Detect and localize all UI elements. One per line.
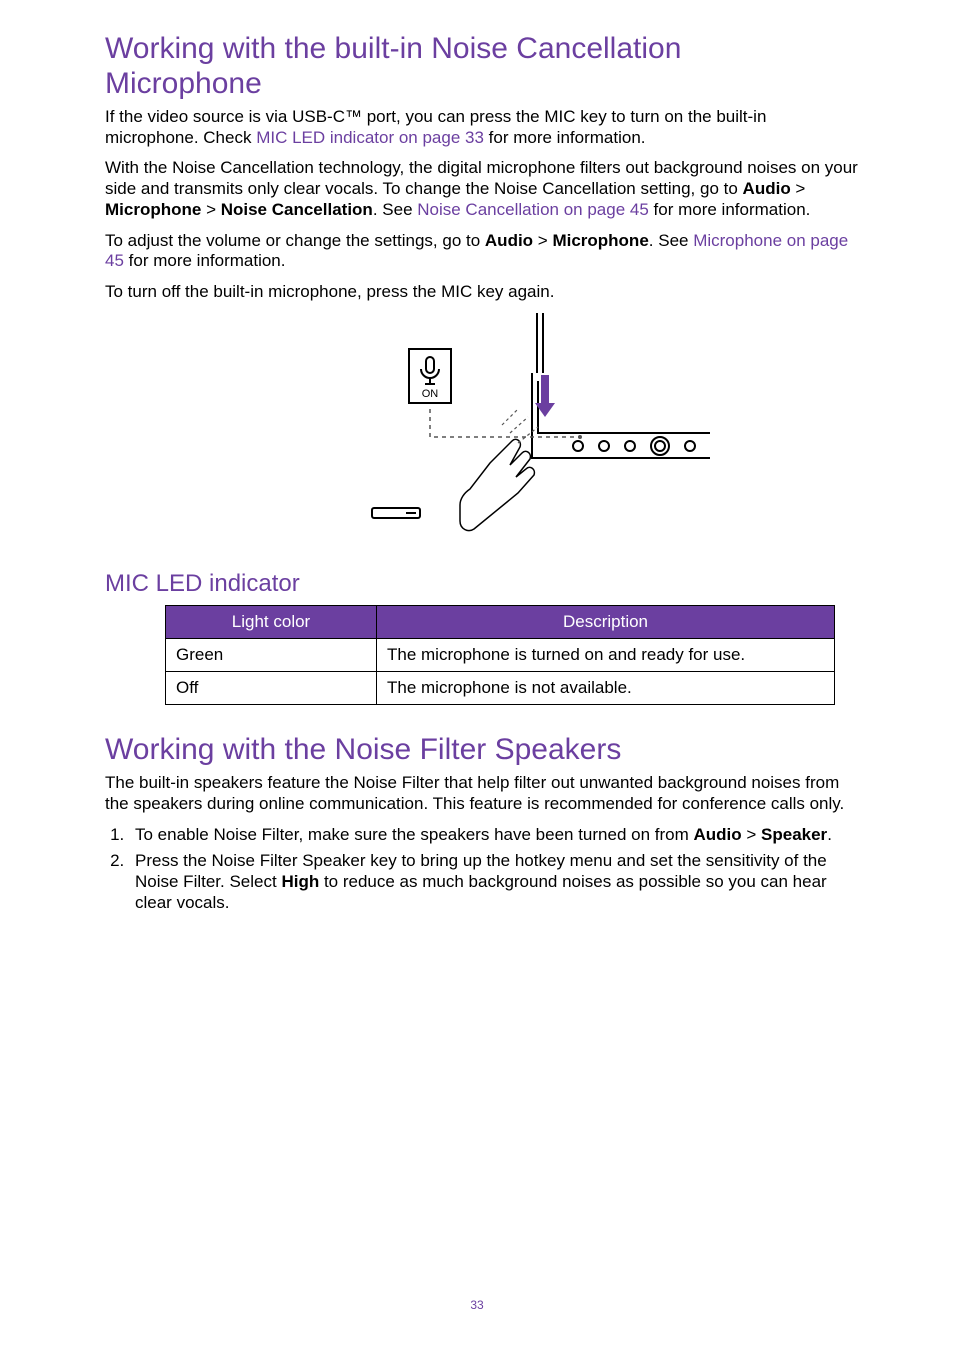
page-number: 33: [0, 1298, 954, 1312]
table-header-description: Description: [377, 605, 835, 638]
text-run: >: [533, 231, 552, 250]
cell-description: The microphone is turned on and ready fo…: [377, 638, 835, 671]
cell-light-color: Off: [166, 671, 377, 704]
list-item: Press the Noise Filter Speaker key to br…: [129, 851, 859, 913]
cross-ref-link[interactable]: Noise Cancellation on page 45: [417, 200, 649, 219]
paragraph: With the Noise Cancellation technology, …: [105, 158, 859, 220]
cell-description: The microphone is not available.: [377, 671, 835, 704]
text-run: for more information.: [124, 251, 286, 270]
cell-light-color: Green: [166, 638, 377, 671]
text-run: .: [827, 825, 832, 844]
menu-path-audio: Audio: [743, 179, 791, 198]
menu-path-microphone: Microphone: [105, 200, 201, 219]
text-run: >: [742, 825, 761, 844]
figure-mic-key: ON: [105, 313, 859, 558]
text-run: To adjust the volume or change the setti…: [105, 231, 485, 250]
heading-line-2: Microphone: [105, 67, 262, 100]
menu-path-audio: Audio: [485, 231, 533, 250]
steps-list: To enable Noise Filter, make sure the sp…: [105, 825, 859, 914]
text-run: >: [201, 200, 220, 219]
paragraph: To adjust the volume or change the setti…: [105, 231, 859, 272]
text-run: To enable Noise Filter, make sure the sp…: [135, 825, 693, 844]
text-run: . See: [649, 231, 693, 250]
document-page: Working with the built-in Noise Cancella…: [0, 0, 954, 1350]
table-row: Off The microphone is not available.: [166, 671, 835, 704]
text-run: for more information.: [649, 200, 811, 219]
mic-key-illustration: ON: [252, 313, 712, 553]
menu-path-microphone: Microphone: [552, 231, 648, 250]
option-high: High: [281, 872, 319, 891]
paragraph: To turn off the built-in microphone, pre…: [105, 282, 859, 303]
hand-icon: [460, 439, 534, 530]
table-row: Green The microphone is turned on and re…: [166, 638, 835, 671]
mic-led-table: Light color Description Green The microp…: [165, 605, 835, 705]
text-run: for more information.: [484, 128, 646, 147]
menu-path-noise-cancellation: Noise Cancellation: [221, 200, 373, 219]
table-header-light-color: Light color: [166, 605, 377, 638]
heading-line-1: Working with the built-in Noise Cancella…: [105, 32, 681, 65]
heading-noise-cancellation-mic: Working with the built-in Noise Cancella…: [105, 32, 859, 101]
heading-noise-filter-speakers: Working with the Noise Filter Speakers: [105, 733, 859, 768]
text-run: >: [791, 179, 806, 198]
paragraph: If the video source is via USB-C™ port, …: [105, 107, 859, 148]
paragraph: The built-in speakers feature the Noise …: [105, 773, 859, 814]
cross-ref-link[interactable]: MIC LED indicator on page 33: [256, 128, 484, 147]
menu-path-speaker: Speaker: [761, 825, 827, 844]
stand-icon: [372, 508, 420, 518]
menu-path-audio: Audio: [693, 825, 741, 844]
mic-on-label: ON: [422, 388, 439, 400]
list-item: To enable Noise Filter, make sure the sp…: [129, 825, 859, 846]
text-run: . See: [373, 200, 417, 219]
heading-mic-led-indicator: MIC LED indicator: [105, 570, 859, 599]
